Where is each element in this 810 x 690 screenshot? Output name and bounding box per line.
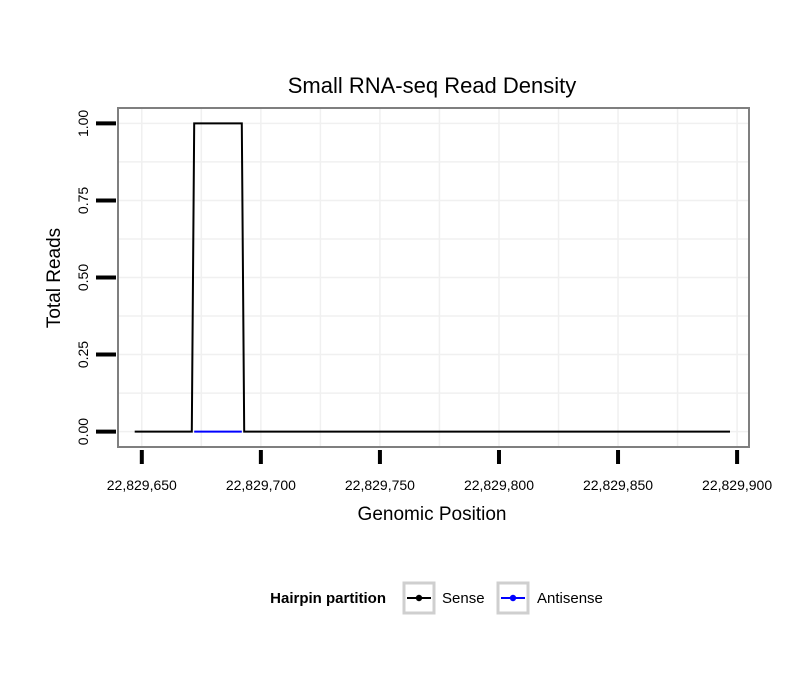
x-tick-label: 22,829,800 bbox=[464, 477, 534, 493]
chart-title: Small RNA-seq Read Density bbox=[288, 73, 577, 98]
legend-label-antisense: Antisense bbox=[537, 590, 603, 607]
legend-label-sense: Sense bbox=[442, 590, 485, 607]
y-tick-label: 0.75 bbox=[75, 187, 91, 214]
legend-key-point bbox=[509, 594, 517, 602]
y-tick-label: 0.50 bbox=[75, 264, 91, 291]
x-tick-label: 22,829,650 bbox=[107, 477, 177, 493]
panel-border bbox=[117, 107, 750, 448]
y-tick-label: 0.25 bbox=[75, 341, 91, 368]
axes: 22,829,650 22,829,700 22,829,750 22,829,800… bbox=[75, 107, 772, 493]
x-axis-title: Genomic Position bbox=[358, 504, 507, 525]
y-tick-label: 1.00 bbox=[75, 110, 91, 137]
x-tick-label: 22,829,900 bbox=[702, 477, 772, 493]
series-line-sense bbox=[134, 122, 730, 433]
legend-key-point bbox=[415, 594, 423, 602]
y-axis-title: Total Reads bbox=[44, 228, 65, 328]
x-tick-label: 22,829,850 bbox=[583, 477, 653, 493]
plot-area bbox=[118, 108, 749, 447]
x-tick-label: 22,829,750 bbox=[345, 477, 415, 493]
x-tick-label: 22,829,700 bbox=[226, 477, 296, 493]
legend-title: Hairpin partition bbox=[270, 590, 386, 607]
y-tick-label: 0.00 bbox=[75, 418, 91, 445]
legend: Hairpin partition Sense Antisense bbox=[270, 581, 603, 615]
